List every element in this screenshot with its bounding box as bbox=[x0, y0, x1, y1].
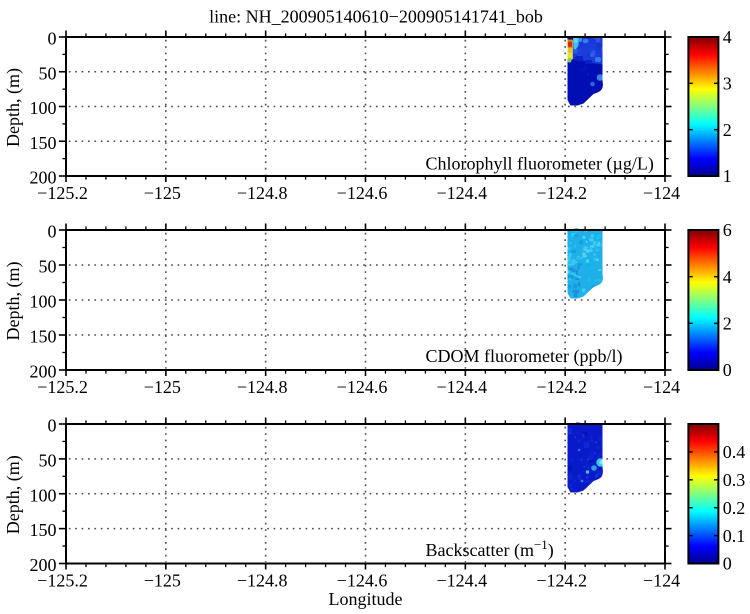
svg-text:50: 50 bbox=[39, 63, 57, 83]
svg-text:0: 0 bbox=[723, 554, 732, 574]
svg-text:−124: −124 bbox=[643, 377, 680, 397]
svg-text:50: 50 bbox=[39, 450, 57, 470]
svg-text:2: 2 bbox=[723, 314, 732, 334]
svg-text:150: 150 bbox=[30, 327, 57, 347]
svg-text:Depth, (m): Depth, (m) bbox=[3, 262, 24, 341]
svg-text:−124: −124 bbox=[643, 183, 680, 203]
svg-text:50: 50 bbox=[39, 257, 57, 277]
svg-text:100: 100 bbox=[30, 292, 57, 312]
svg-text:CDOM fluorometer (ppb/l): CDOM fluorometer (ppb/l) bbox=[426, 346, 623, 367]
svg-text:100: 100 bbox=[30, 485, 57, 505]
svg-text:−124.4: −124.4 bbox=[437, 377, 488, 397]
svg-text:−124.6: −124.6 bbox=[337, 377, 388, 397]
svg-text:−124.2: −124.2 bbox=[536, 571, 587, 591]
svg-text:−125: −125 bbox=[144, 377, 181, 397]
svg-text:−125.2: −125.2 bbox=[37, 571, 88, 591]
svg-text:−124.4: −124.4 bbox=[437, 183, 488, 203]
svg-text:Backscatter (m−1): Backscatter (m−1) bbox=[426, 537, 554, 561]
svg-text:100: 100 bbox=[30, 98, 57, 118]
svg-text:−124.4: −124.4 bbox=[437, 571, 488, 591]
svg-text:line: NH_200905140610−20090514: line: NH_200905140610−200905141741_bob bbox=[209, 6, 543, 26]
svg-text:Depth, (m): Depth, (m) bbox=[3, 68, 24, 147]
svg-text:1: 1 bbox=[723, 166, 732, 186]
svg-text:−124.2: −124.2 bbox=[536, 377, 587, 397]
svg-text:−125.2: −125.2 bbox=[37, 183, 88, 203]
svg-text:200: 200 bbox=[30, 168, 57, 188]
svg-text:−124.8: −124.8 bbox=[237, 571, 288, 591]
svg-text:−125.2: −125.2 bbox=[37, 377, 88, 397]
svg-text:6: 6 bbox=[723, 220, 732, 240]
svg-text:200: 200 bbox=[30, 362, 57, 382]
svg-text:0: 0 bbox=[48, 416, 57, 436]
svg-text:0.2: 0.2 bbox=[723, 498, 746, 518]
svg-text:Chlorophyll fluorometer (µg/L): Chlorophyll fluorometer (µg/L) bbox=[426, 154, 654, 175]
svg-text:150: 150 bbox=[30, 133, 57, 153]
svg-text:−125: −125 bbox=[144, 183, 181, 203]
svg-text:150: 150 bbox=[30, 520, 57, 540]
svg-text:0.3: 0.3 bbox=[723, 470, 746, 490]
svg-text:Longitude: Longitude bbox=[329, 589, 403, 609]
svg-text:−124.8: −124.8 bbox=[237, 377, 288, 397]
svg-text:0: 0 bbox=[723, 360, 732, 380]
svg-text:0.4: 0.4 bbox=[723, 442, 746, 462]
svg-text:−124.8: −124.8 bbox=[237, 183, 288, 203]
svg-text:−124.6: −124.6 bbox=[337, 183, 388, 203]
svg-text:−124: −124 bbox=[643, 571, 680, 591]
svg-text:3: 3 bbox=[723, 74, 732, 94]
svg-text:2: 2 bbox=[723, 120, 732, 140]
svg-text:Depth, (m): Depth, (m) bbox=[3, 455, 24, 534]
svg-text:−125: −125 bbox=[144, 571, 181, 591]
svg-text:200: 200 bbox=[30, 555, 57, 575]
svg-text:0.1: 0.1 bbox=[723, 526, 746, 546]
svg-text:−124.6: −124.6 bbox=[337, 571, 388, 591]
svg-text:4: 4 bbox=[723, 27, 732, 47]
svg-text:−124.2: −124.2 bbox=[536, 183, 587, 203]
svg-text:4: 4 bbox=[723, 267, 732, 287]
svg-text:0: 0 bbox=[48, 29, 57, 49]
svg-text:0: 0 bbox=[48, 222, 57, 242]
